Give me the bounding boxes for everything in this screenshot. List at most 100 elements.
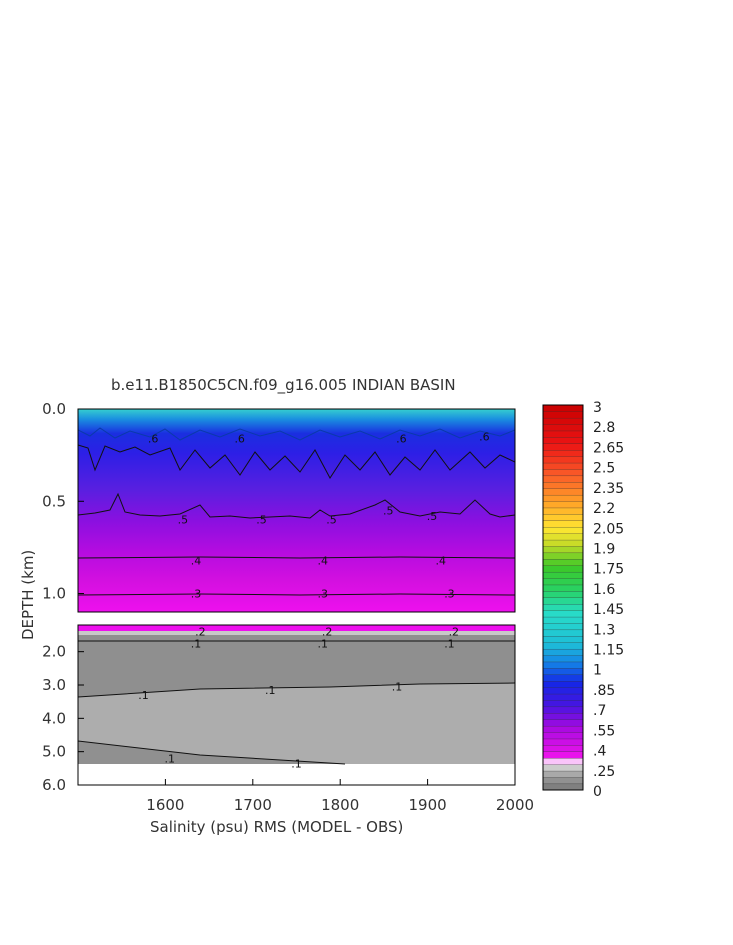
colorbar-swatch-18: [542, 667, 584, 675]
colorbar-label-10: 1.45: [593, 602, 624, 618]
colorbar-label-5: 2.2: [593, 501, 615, 517]
colorbar-swatch-10: [542, 719, 584, 727]
lower-y-tick-label-2: 4.0: [42, 709, 66, 727]
colorbar-swatch-32: [542, 578, 584, 586]
upper-contour-label-9: .4: [191, 554, 202, 567]
lower-y-tick-label-4: 6.0: [42, 776, 66, 794]
colorbar-swatch-0: [542, 783, 584, 791]
colorbar-swatch-36: [542, 552, 584, 560]
colorbar-swatch-47: [542, 481, 584, 489]
upper-y-tick-label-2: 1.0: [42, 585, 66, 603]
upper-contour-label-1: .6: [234, 433, 245, 446]
colorbar-swatch-15: [542, 687, 584, 695]
upper-contour-label-6: .5: [326, 514, 337, 527]
colorbar-swatch-53: [542, 443, 584, 451]
upper-contour-label-4: .5: [178, 514, 189, 527]
colorbar-swatch-25: [542, 623, 584, 631]
colorbar-swatch-39: [542, 533, 584, 541]
colorbar-swatch-52: [542, 449, 584, 457]
colorbar-swatch-17: [542, 674, 584, 682]
colorbar-swatch-24: [542, 629, 584, 637]
colorbar-label-11: 1.3: [593, 622, 615, 638]
colorbar-label-14: .85: [593, 683, 615, 699]
lower-panel: [77, 624, 516, 786]
colorbar-swatch-16: [542, 680, 584, 688]
colorbar: 3 2.8 2.65 2.5 2.35 2.2 2.05 1.9 1.75 1.6 1.45 1.3 1…: [542, 400, 624, 800]
y-axis-ticks: 0.0 0.5 1.0 2.0 3.0 4.0 5.0 6.0: [42, 400, 84, 794]
colorbar-swatch-5: [542, 751, 584, 759]
colorbar-swatch-42: [542, 513, 584, 521]
colorbar-swatch-26: [542, 616, 584, 624]
upper-contour-label-14: .3: [444, 588, 455, 601]
lower-contour-label-1: .2: [322, 626, 333, 639]
colorbar-label-0: 3: [593, 400, 602, 416]
colorbar-swatch-41: [542, 520, 584, 528]
contour-0.5: [78, 492, 515, 519]
colorbar-swatch-46: [542, 488, 584, 496]
contour-0.3: [78, 593, 515, 596]
colorbar-swatch-31: [542, 584, 584, 592]
colorbar-swatch-48: [542, 475, 584, 483]
lower-y-tick-label-0: 2.0: [42, 643, 66, 661]
colorbar-swatch-57: [542, 417, 584, 425]
colorbar-swatch-11: [542, 712, 584, 720]
colorbar-swatch-12: [542, 706, 584, 714]
colorbar-label-16: .55: [593, 723, 615, 739]
colorbar-swatch-54: [542, 436, 584, 444]
lower-contour-label-5: .1: [444, 637, 455, 650]
colorbar-swatch-9: [542, 725, 584, 733]
upper-panel: [77, 408, 516, 613]
colorbar-swatch-49: [542, 469, 584, 477]
colorbar-swatch-19: [542, 661, 584, 669]
colorbar-swatch-22: [542, 642, 584, 650]
colorbar-label-6: 2.05: [593, 521, 624, 537]
lower-contour-label-9: .1: [165, 752, 176, 765]
lower-y-tick-label-3: 5.0: [42, 743, 66, 761]
x-tick-label-3: 1900: [409, 796, 447, 814]
x-tick-label-2: 1800: [321, 796, 359, 814]
lower-contour-label-2: .2: [449, 626, 460, 639]
x-axis-label: Salinity (psu) RMS (MODEL - OBS): [150, 818, 403, 836]
colorbar-swatch-37: [542, 546, 584, 554]
upper-contour-label-11: .4: [435, 554, 446, 567]
contour-0.4: [78, 556, 515, 559]
colorbar-swatch-23: [542, 635, 584, 643]
lower-contour-label-7: .1: [265, 684, 276, 697]
colorbar-swatch-58: [542, 411, 584, 419]
colorbar-swatch-3: [542, 764, 584, 772]
colorbar-swatch-29: [542, 597, 584, 605]
colorbar-label-19: 0: [593, 784, 602, 800]
colorbar-label-4: 2.35: [593, 481, 624, 497]
colorbar-swatch-50: [542, 462, 584, 470]
colorbar-label-13: 1: [593, 663, 602, 679]
colorbar-swatch-56: [542, 424, 584, 432]
colorbar-swatch-7: [542, 738, 584, 746]
lower-y-tick-label-1: 3.0: [42, 676, 66, 694]
upper-contour-label-10: .4: [317, 554, 328, 567]
upper-y-tick-label-0: 0.0: [42, 400, 66, 418]
colorbar-swatch-34: [542, 565, 584, 573]
upper-contour-label-13: .3: [317, 588, 328, 601]
upper-field: [78, 409, 515, 612]
colorbar-swatch-2: [542, 770, 584, 778]
contour-shallow: [78, 427, 515, 441]
upper-contour-label-2: .6: [396, 433, 407, 446]
colorbar-swatch-44: [542, 501, 584, 509]
x-axis-ticks: 1600 1700 1800 1900 2000: [146, 779, 534, 814]
colorbar-swatch-14: [542, 693, 584, 701]
colorbar-swatch-40: [542, 526, 584, 534]
colorbar-label-8: 1.75: [593, 562, 624, 578]
colorbar-label-9: 1.6: [593, 582, 615, 598]
lower-contour-label-6: .1: [138, 689, 149, 702]
lower-contour-label-3: .1: [191, 637, 202, 650]
colorbar-label-7: 1.9: [593, 541, 615, 557]
x-tick-label-0: 1600: [146, 796, 184, 814]
lower-contour-label-8: .1: [392, 681, 403, 694]
colorbar-label-15: .7: [593, 703, 606, 719]
colorbar-swatch-4: [542, 757, 584, 765]
colorbar-swatch-1: [542, 777, 584, 785]
upper-contour-label-5: .5: [256, 514, 267, 527]
upper-contour-label-8: .5: [427, 510, 438, 523]
colorbar-swatch-20: [542, 655, 584, 663]
